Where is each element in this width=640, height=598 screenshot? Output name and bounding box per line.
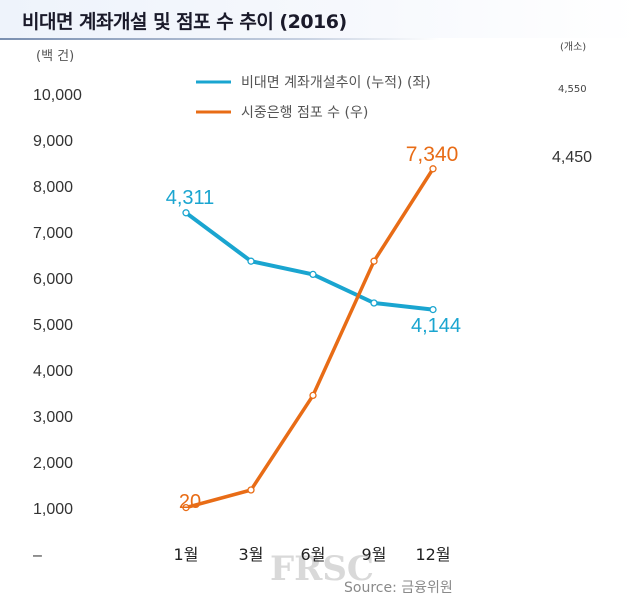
- title-bar: [0, 0, 640, 38]
- y-tick-label: –: [33, 547, 42, 564]
- y-tick-label: 8,000: [33, 179, 73, 196]
- x-tick-label: 12월: [415, 545, 450, 564]
- y-tick-label: 7,000: [33, 225, 73, 242]
- series-line: [184, 167, 435, 510]
- y-tick-label: 10,000: [33, 87, 82, 104]
- chart-title: 비대면 계좌개설 및 점포 수 추이 (2016): [22, 11, 347, 33]
- data-label: 4,144: [411, 315, 461, 337]
- title-underline: [0, 38, 440, 40]
- data-point: [182, 503, 190, 512]
- x-tick-label: 1월: [174, 545, 199, 564]
- data-point: [309, 391, 317, 400]
- data-point: [247, 257, 255, 265]
- data-point: [429, 165, 437, 173]
- data-point: [370, 257, 378, 265]
- legend-label: 시중은행 점포 수 (우): [241, 105, 368, 121]
- x-tick-label: 6월: [301, 545, 326, 564]
- y-tick-label: 9,000: [33, 133, 73, 150]
- data-point: [247, 486, 255, 494]
- legend-label: 비대면 계좌개설추이 (누적) (좌): [241, 75, 431, 91]
- left-axis-unit: (백 건): [36, 49, 74, 64]
- x-tick-label: 3월: [239, 545, 264, 564]
- data-point: [182, 209, 190, 217]
- right-tick-label: 4,550: [558, 84, 587, 95]
- y-tick-label: 4,000: [33, 363, 73, 380]
- y-tick-label: 2,000: [33, 455, 73, 472]
- data-point: [429, 305, 437, 314]
- data-label: 4,311: [166, 187, 215, 209]
- data-label: 7,340: [406, 143, 459, 166]
- watermark-logo: FRSC: [270, 549, 374, 589]
- y-tick-label: 5,000: [33, 317, 73, 334]
- right-tick-label: 4,450: [552, 149, 592, 166]
- data-label: 20: [179, 491, 201, 513]
- x-tick-label: 9월: [362, 545, 387, 564]
- source-note: Source: 금융위원: [344, 580, 453, 596]
- data-point: [370, 299, 378, 307]
- data-point: [309, 270, 317, 279]
- y-tick-label: 6,000: [33, 271, 73, 288]
- y-tick-label: 1,000: [33, 501, 73, 518]
- right-axis-unit: (개소): [560, 41, 586, 53]
- y-tick-label: 3,000: [33, 409, 73, 426]
